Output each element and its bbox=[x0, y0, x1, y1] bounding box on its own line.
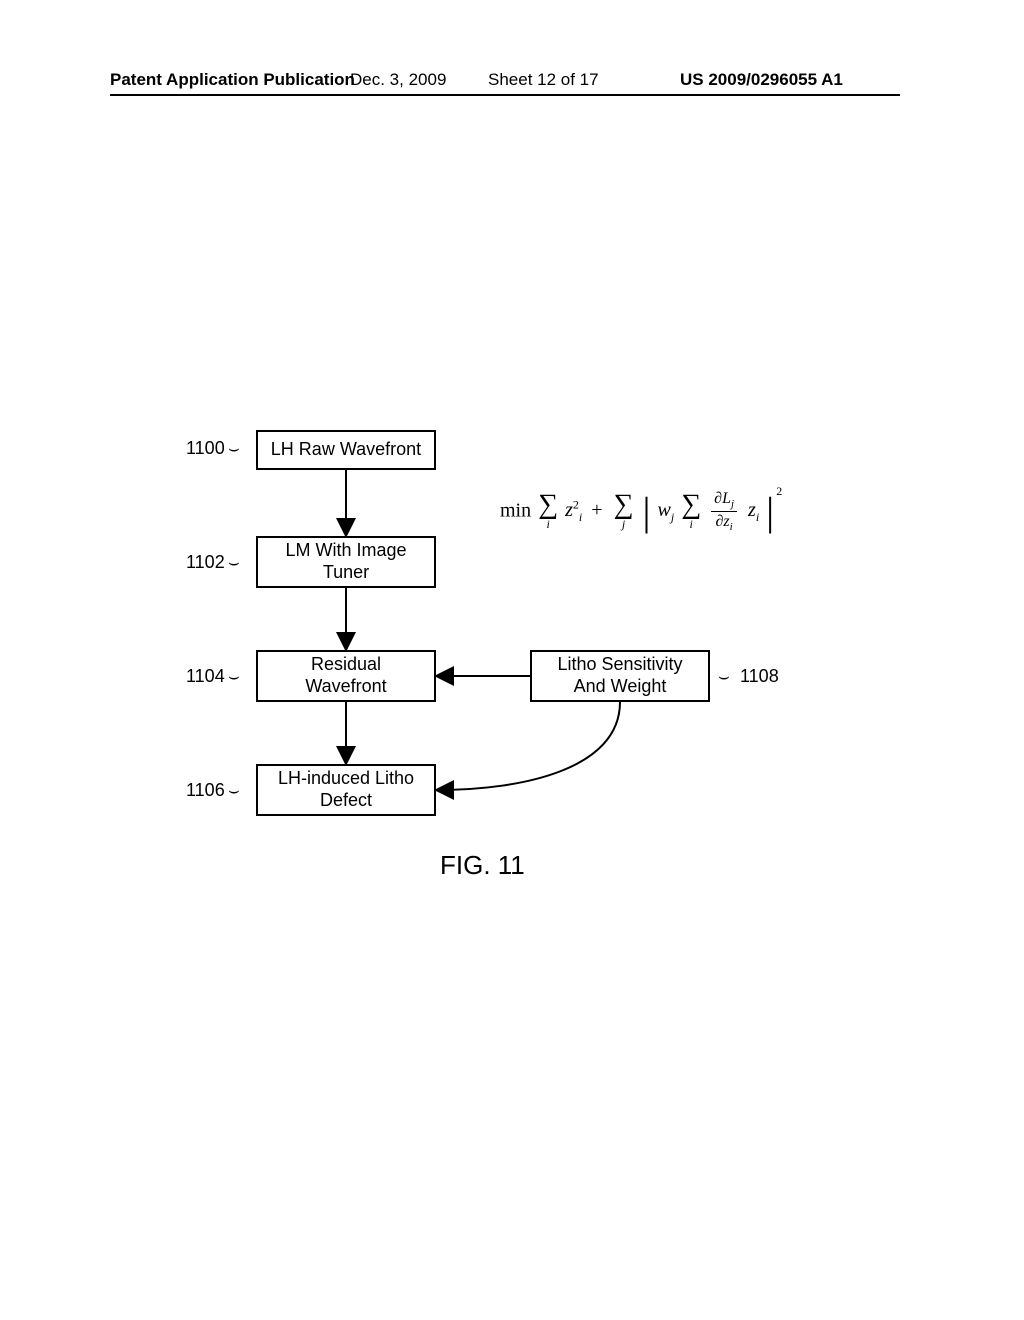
sub-j: j bbox=[731, 498, 734, 510]
header-publication: Patent Application Publication bbox=[110, 70, 355, 90]
abs-right-icon: | bbox=[766, 492, 774, 532]
box-lh-induced-defect: LH-induced Litho Defect bbox=[256, 764, 436, 816]
box-lh-raw-wavefront: LH Raw Wavefront bbox=[256, 430, 436, 470]
frac-num: ∂Lj bbox=[711, 490, 737, 510]
sub-i: i bbox=[756, 510, 759, 524]
box-label: LH-induced Litho Defect bbox=[278, 768, 414, 811]
box-label: Residual Wavefront bbox=[305, 654, 386, 697]
sigma-i-icon: ∑i bbox=[538, 491, 558, 532]
page-header: Patent Application Publication Dec. 3, 2… bbox=[0, 70, 1024, 98]
header-pubno: US 2009/0296055 A1 bbox=[680, 70, 843, 90]
box-label: LM With Image Tuner bbox=[285, 540, 406, 583]
leader-curl-icon: ⌣ bbox=[228, 552, 240, 573]
sub-i: i bbox=[730, 521, 733, 533]
leader-curl-icon: ⌣ bbox=[228, 438, 240, 459]
leader-curl-icon: ⌣ bbox=[228, 780, 240, 801]
box-lm-image-tuner: LM With Image Tuner bbox=[256, 536, 436, 588]
term-zi: zi bbox=[748, 499, 764, 521]
sigma-i2-icon: ∑i bbox=[681, 491, 701, 532]
box-label: LH Raw Wavefront bbox=[271, 439, 421, 461]
box-label: Litho Sensitivity And Weight bbox=[557, 654, 682, 697]
sub-i: i bbox=[579, 510, 582, 524]
term-z2i: z2i bbox=[565, 499, 587, 521]
sigma-j-icon: ∑j bbox=[614, 491, 634, 532]
abs-left-icon: | bbox=[642, 492, 650, 532]
var-L: L bbox=[722, 490, 731, 507]
optimization-formula: min ∑i z2i + ∑j | wj ∑i ∂Lj ∂zi zi bbox=[500, 490, 860, 533]
partial-icon: ∂ bbox=[714, 490, 722, 507]
connector-arrows bbox=[0, 0, 1024, 1320]
ref-1100: 1100 bbox=[186, 438, 225, 459]
var-w: w bbox=[658, 499, 671, 521]
ref-1106: 1106 bbox=[186, 780, 225, 801]
fraction-dl-dz: ∂Lj ∂zi bbox=[711, 490, 737, 533]
header-rule bbox=[110, 94, 900, 96]
frac-den: ∂zi bbox=[711, 513, 737, 533]
plus-icon: + bbox=[591, 499, 602, 521]
ref-1104: 1104 bbox=[186, 666, 225, 687]
header-date: Dec. 3, 2009 bbox=[350, 70, 446, 90]
page: Patent Application Publication Dec. 3, 2… bbox=[0, 0, 1024, 1320]
var-z: z bbox=[748, 499, 756, 521]
term-wj: wj bbox=[658, 499, 680, 521]
leader-curl-icon: ⌣ bbox=[228, 666, 240, 687]
sup-2: 2 bbox=[776, 484, 782, 498]
frac-bar bbox=[711, 511, 737, 512]
formula-min: min bbox=[500, 499, 531, 521]
box-residual-wavefront: Residual Wavefront bbox=[256, 650, 436, 702]
var-z: z bbox=[565, 499, 573, 521]
header-sheet: Sheet 12 of 17 bbox=[488, 70, 599, 90]
box-litho-sensitivity: Litho Sensitivity And Weight bbox=[530, 650, 710, 702]
leader-curl-icon: ⌣ bbox=[718, 666, 730, 687]
sub-j: j bbox=[671, 510, 674, 524]
ref-1108: 1108 bbox=[740, 666, 779, 687]
figure-label: FIG. 11 bbox=[440, 850, 525, 881]
ref-1102: 1102 bbox=[186, 552, 225, 573]
